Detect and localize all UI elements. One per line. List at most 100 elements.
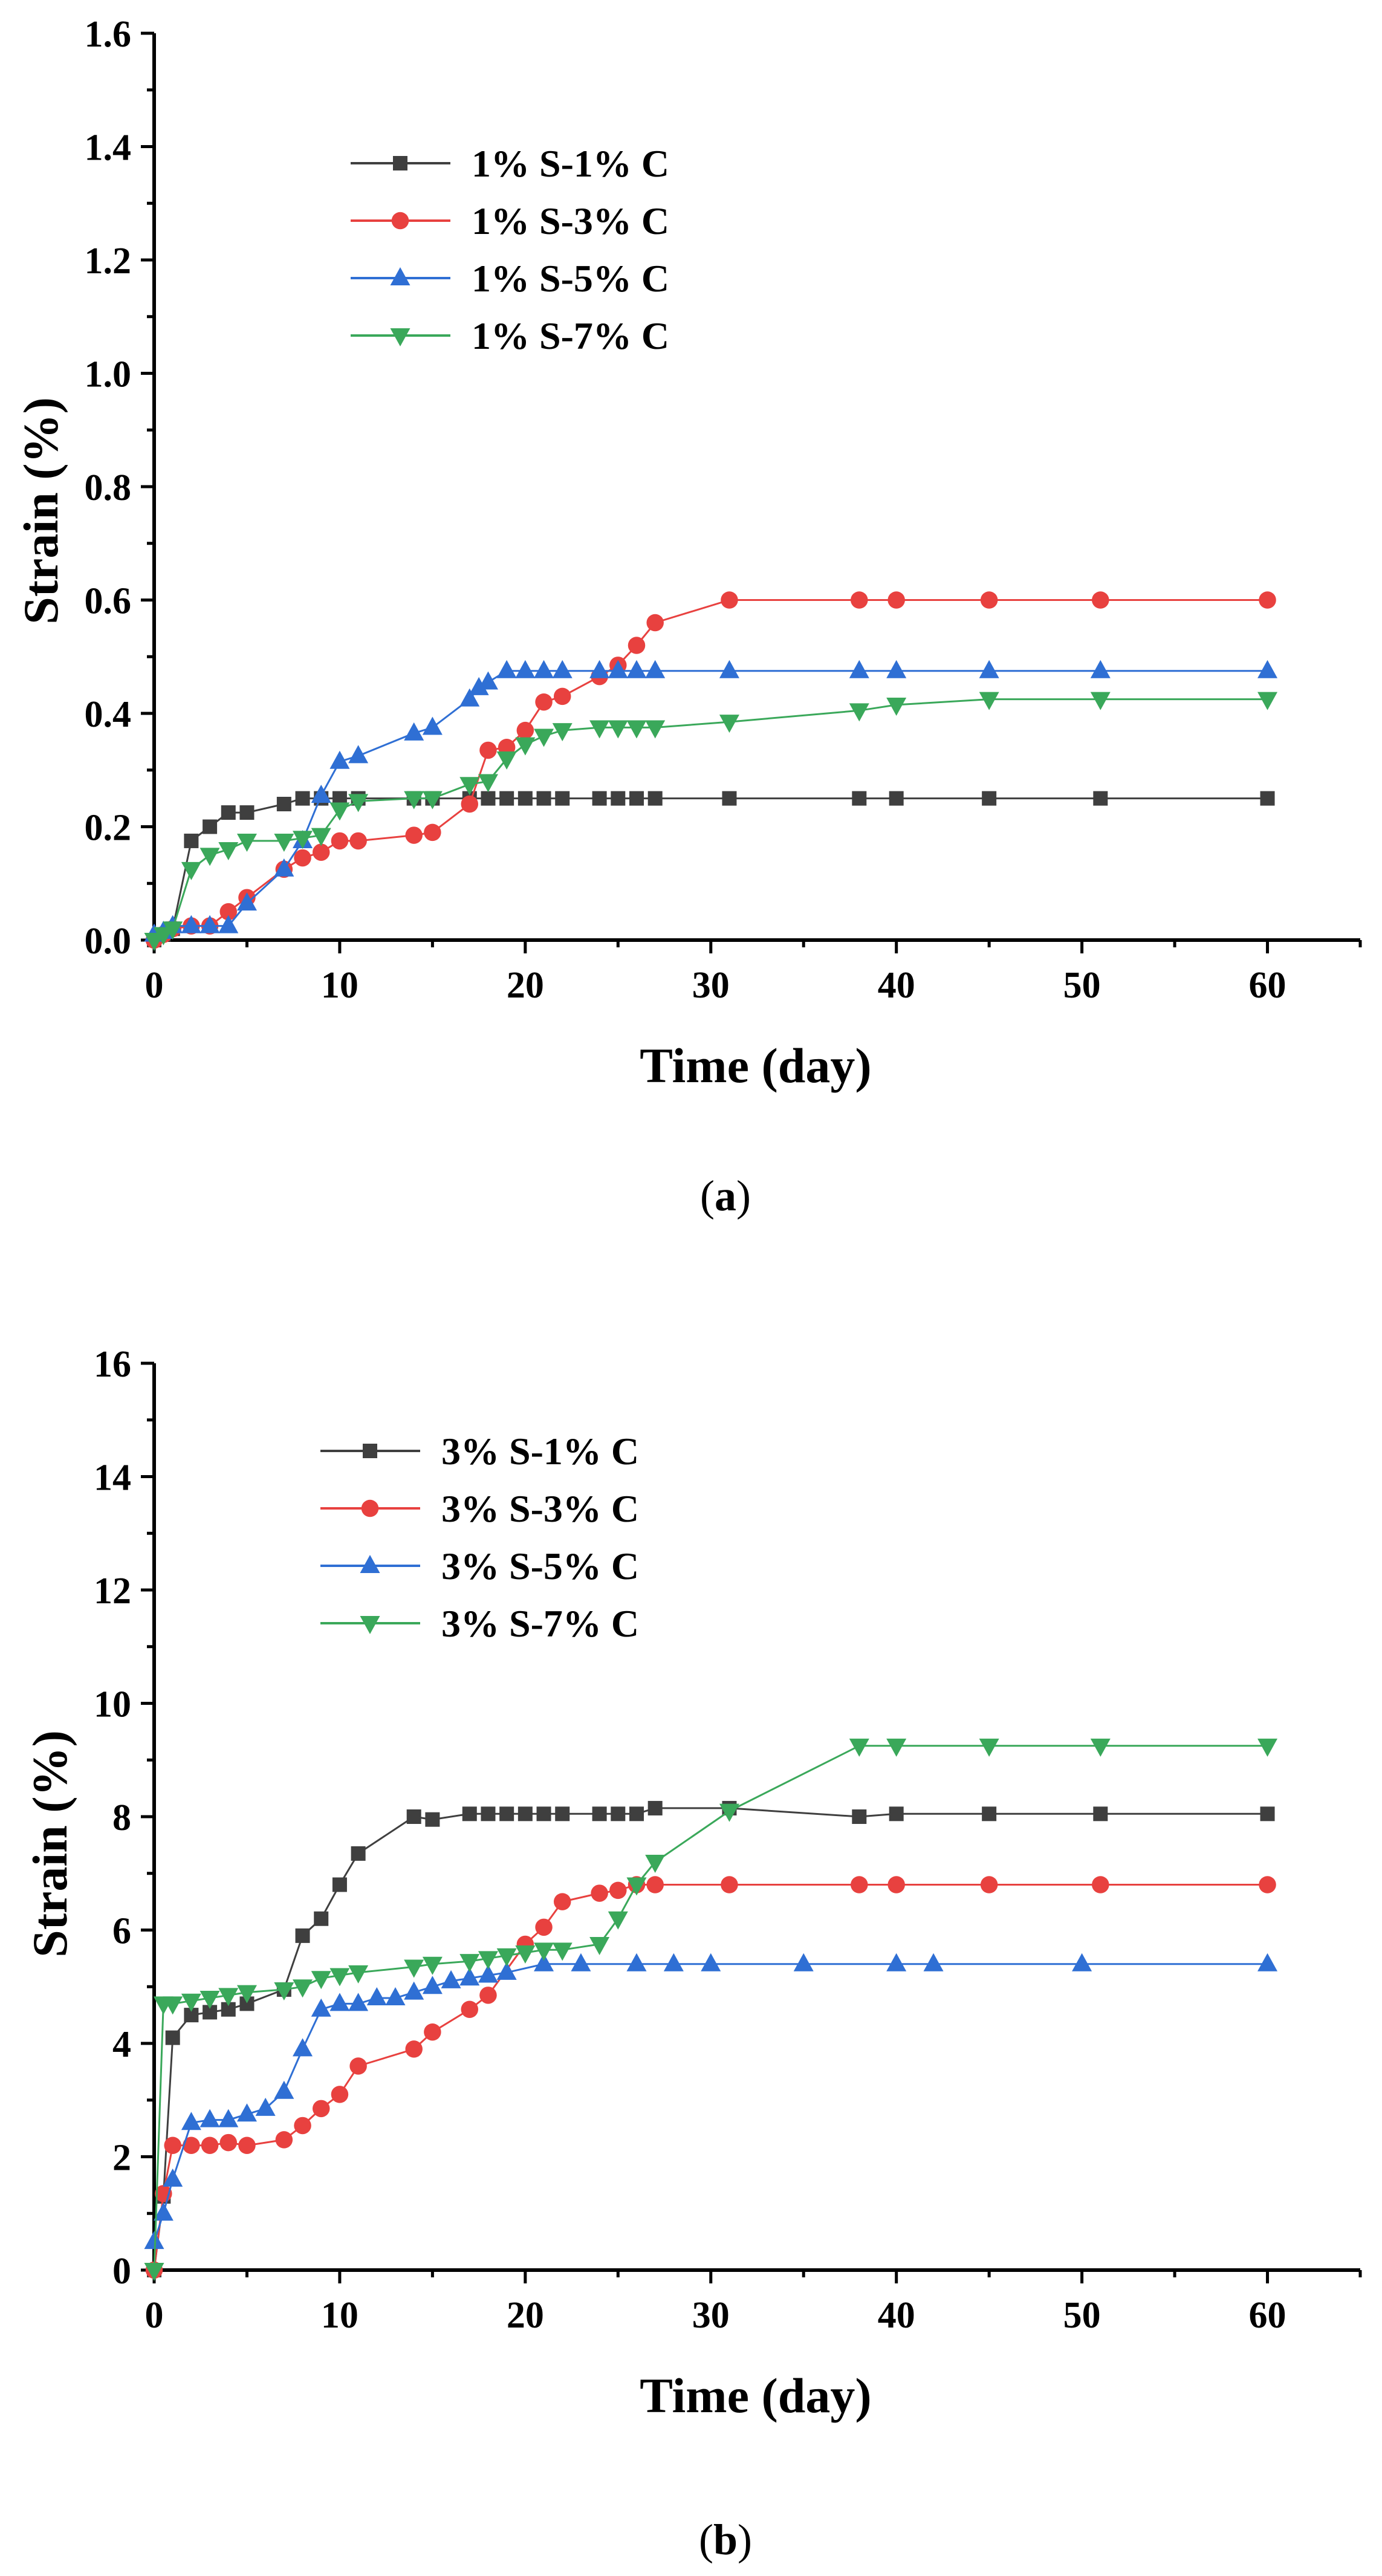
data-point [221, 805, 236, 820]
data-point [481, 791, 496, 806]
axes-a: 0 10 20 30 40 50 60 0.0 0.2 0.4 0.6 0.8 1.0 1.2 1.4 1.6 [85, 14, 1362, 1006]
data-point [979, 660, 999, 678]
data-point [851, 1876, 868, 1893]
chart-panel-a: 0 10 20 30 40 50 60 0.0 0.2 0.4 0.6 0.8 1.0 1.2 1.4 1.6… [13, 14, 1362, 1220]
data-point [236, 892, 257, 911]
data-point [553, 687, 571, 706]
data-point [1260, 791, 1275, 806]
data-point [200, 1991, 220, 2009]
data-point [184, 833, 199, 848]
data-point [163, 2169, 183, 2187]
data-point [647, 791, 663, 806]
data-point [461, 795, 479, 813]
legend-item: 3% S-3% C [320, 1487, 639, 1530]
data-point [608, 720, 628, 739]
panel-label-b: (b) [699, 2516, 752, 2564]
data-point [332, 1877, 347, 1892]
data-point [889, 1806, 904, 1822]
data-point [481, 1806, 496, 1822]
data-point [793, 1953, 814, 1971]
data-point [628, 637, 646, 654]
data-point [611, 791, 626, 806]
data-point [1257, 1738, 1278, 1757]
legend-label: 3% S-1% C [441, 1430, 639, 1473]
data-point [646, 1876, 664, 1893]
series-layer-b [144, 1738, 1278, 2281]
data-point [1092, 591, 1109, 609]
series-3 [144, 1953, 1278, 2250]
data-point [183, 2136, 200, 2154]
data-point [274, 833, 294, 852]
data-point [1260, 1806, 1275, 1822]
data-point [165, 2030, 180, 2045]
y-tick-label: 4 [112, 2024, 131, 2065]
data-point [422, 791, 443, 809]
x-tick-label: 40 [878, 2295, 915, 2336]
legend-label: 3% S-5% C [441, 1545, 639, 1588]
data-point [293, 1979, 313, 1998]
data-point [163, 1996, 183, 2015]
data-point [886, 1738, 907, 1757]
data-point [626, 1877, 647, 1896]
legend-item: 1% S-5% C [351, 257, 669, 300]
data-point [645, 720, 666, 739]
data-point [719, 660, 739, 678]
data-point [515, 1945, 536, 1964]
x-tick-label: 20 [507, 965, 544, 1006]
x-tick-label: 0 [145, 965, 164, 1006]
data-point [979, 1738, 999, 1757]
data-point [611, 1806, 626, 1822]
data-point [979, 692, 999, 710]
data-point [200, 915, 220, 933]
series-line [154, 698, 1268, 941]
data-point [404, 1959, 424, 1978]
data-point [534, 660, 554, 678]
data-point [645, 1855, 666, 1873]
data-point [366, 1987, 387, 2005]
data-point [886, 697, 907, 716]
data-point [201, 2136, 219, 2154]
data-point [608, 1911, 628, 1930]
legend-item: 3% S-7% C [320, 1602, 639, 1645]
data-point [405, 2040, 423, 2058]
data-point [163, 921, 183, 940]
y-axis-title-b: Strain (%) [22, 1730, 77, 1958]
data-point [849, 1738, 869, 1757]
data-point [293, 831, 313, 849]
series-1 [147, 1800, 1275, 2277]
y-tick-label: 0 [112, 2251, 131, 2292]
data-point [295, 1928, 310, 1943]
data-point [980, 591, 998, 609]
data-point [236, 2103, 257, 2122]
data-point [851, 591, 868, 609]
series-line [154, 599, 1268, 941]
y-tick-label: 0.2 [85, 808, 132, 849]
x-tick-label: 60 [1249, 2295, 1286, 2336]
series-4 [144, 692, 1278, 951]
data-point [331, 2086, 349, 2103]
data-point [218, 2109, 239, 2127]
data-point [255, 2097, 276, 2116]
data-point [238, 2136, 256, 2154]
data-point [181, 1993, 201, 2012]
data-point [535, 693, 553, 711]
data-point [555, 791, 570, 806]
data-point [1257, 660, 1278, 678]
x-tick-label: 40 [878, 965, 915, 1006]
data-point [312, 2100, 330, 2118]
y-tick-label: 0.0 [85, 921, 132, 962]
y-tick-label: 0.8 [85, 467, 132, 508]
data-point [592, 1806, 607, 1822]
data-point [552, 660, 573, 678]
data-point [311, 784, 331, 803]
data-point [311, 828, 331, 846]
data-point [592, 791, 607, 806]
data-point [626, 720, 647, 739]
legend-marker [393, 156, 407, 170]
data-point [329, 750, 350, 769]
data-point [349, 2057, 367, 2075]
data-point [331, 832, 349, 850]
data-point [982, 1806, 997, 1822]
data-point [274, 1982, 294, 2000]
legend-marker [390, 267, 410, 285]
